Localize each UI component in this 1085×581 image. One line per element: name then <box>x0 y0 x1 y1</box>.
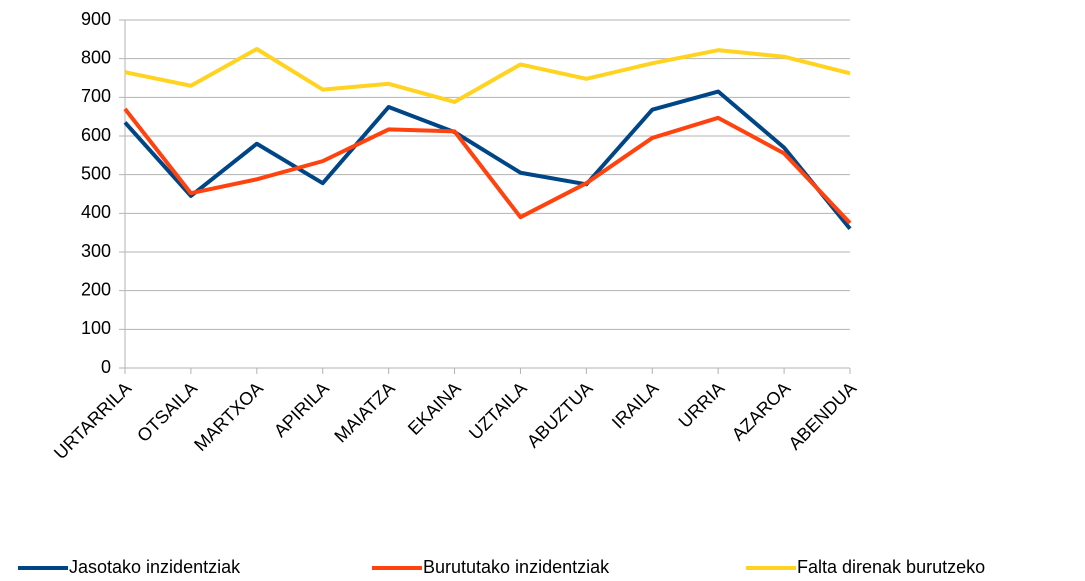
legend-label: Burututako inzidentziak <box>423 557 610 577</box>
y-tick-label: 800 <box>81 47 111 67</box>
x-tick-label: UZTAILA <box>465 378 531 444</box>
y-tick-label: 400 <box>81 202 111 222</box>
y-tick-label: 600 <box>81 125 111 145</box>
x-tick-label: MAIATZA <box>330 378 398 446</box>
x-tick-label: ABENDUA <box>785 378 861 454</box>
legend-label: Jasotako inzidentziak <box>69 557 241 577</box>
line <box>123 89 852 231</box>
y-tick-label: 900 <box>81 9 111 29</box>
x-tick-label: IRAILA <box>608 378 662 432</box>
y-tick-label: 0 <box>101 357 111 377</box>
x-tick-label: OTSAILA <box>133 378 201 446</box>
line <box>123 107 852 225</box>
x-tick-label: AZAROA <box>728 378 794 444</box>
y-tick-label: 500 <box>81 163 111 183</box>
x-tick-label: URRIA <box>675 378 729 432</box>
x-tick-label: URTARRILA <box>50 378 135 463</box>
y-tick-label: 700 <box>81 86 111 106</box>
y-tick-label: 100 <box>81 318 111 338</box>
y-tick-label: 200 <box>81 279 111 299</box>
x-tick-label: ABUZTUA <box>523 378 597 452</box>
y-tick-label: 300 <box>81 241 111 261</box>
x-tick-label: APIRILA <box>270 378 333 441</box>
legend-label: Falta direnak burutzeko <box>797 557 985 577</box>
x-tick-label: EKAINA <box>404 378 465 439</box>
x-tick-label: MARTXOA <box>190 378 267 455</box>
line <box>124 47 851 104</box>
